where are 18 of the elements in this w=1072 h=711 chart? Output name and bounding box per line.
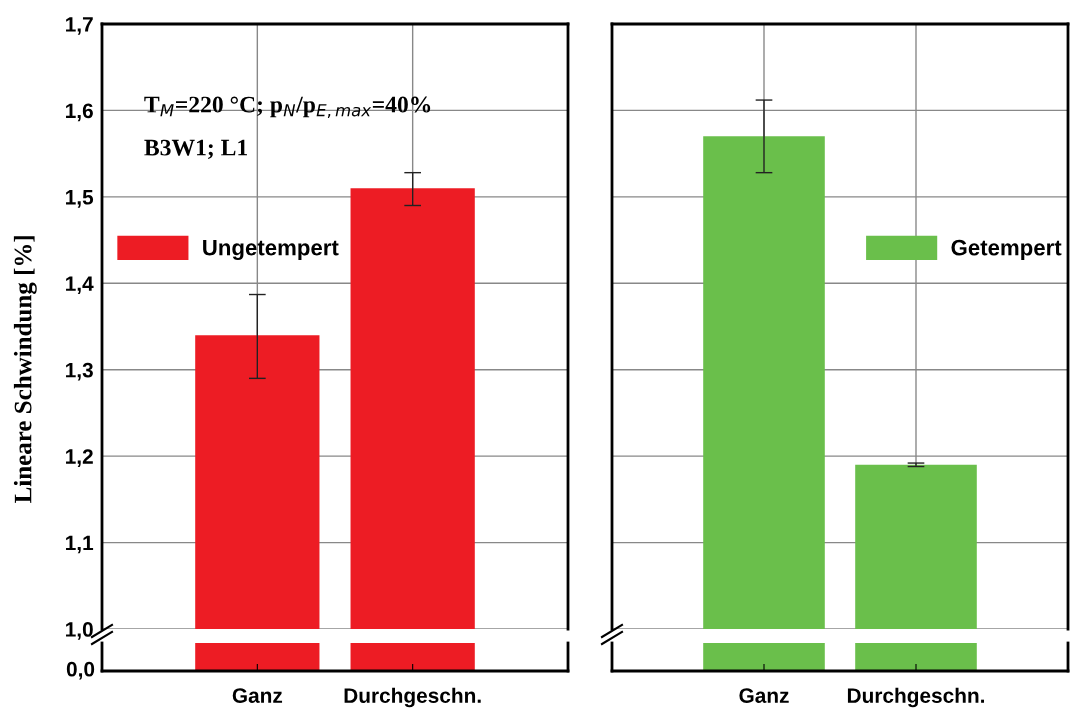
legend-label: Ungetempert bbox=[203, 239, 339, 260]
y-tick-label: 1,3 bbox=[66, 362, 93, 381]
text: 0,0 bbox=[66, 661, 95, 680]
y-axis-title: Lineare Schwindung [%] bbox=[13, 236, 37, 503]
y-tick-label: 1,1 bbox=[66, 535, 94, 554]
y-tick-label: 1,5 bbox=[66, 190, 94, 208]
x-tick-label: Durchgeschn. bbox=[344, 687, 481, 708]
x-tick-label: Durchgeschn. bbox=[847, 687, 985, 708]
annotation: B3W1; L1 bbox=[144, 139, 248, 159]
y-tick-label: 1,4 bbox=[66, 276, 94, 295]
y-tick-label: 1,0 bbox=[66, 622, 93, 640]
x-tick-label: Ganz bbox=[232, 688, 283, 703]
y-tick-label: 1,6 bbox=[66, 103, 93, 122]
y-tick-label: 1,7 bbox=[66, 17, 93, 35]
x-tick-label: Ganz bbox=[739, 688, 789, 703]
annotation: T$_{M}$=220 °C; p$_{N}$/p$_{E,max}$=40% bbox=[144, 96, 431, 119]
y-tick-label: 1,2 bbox=[66, 449, 93, 467]
legend-label: Getempert bbox=[951, 239, 1062, 260]
